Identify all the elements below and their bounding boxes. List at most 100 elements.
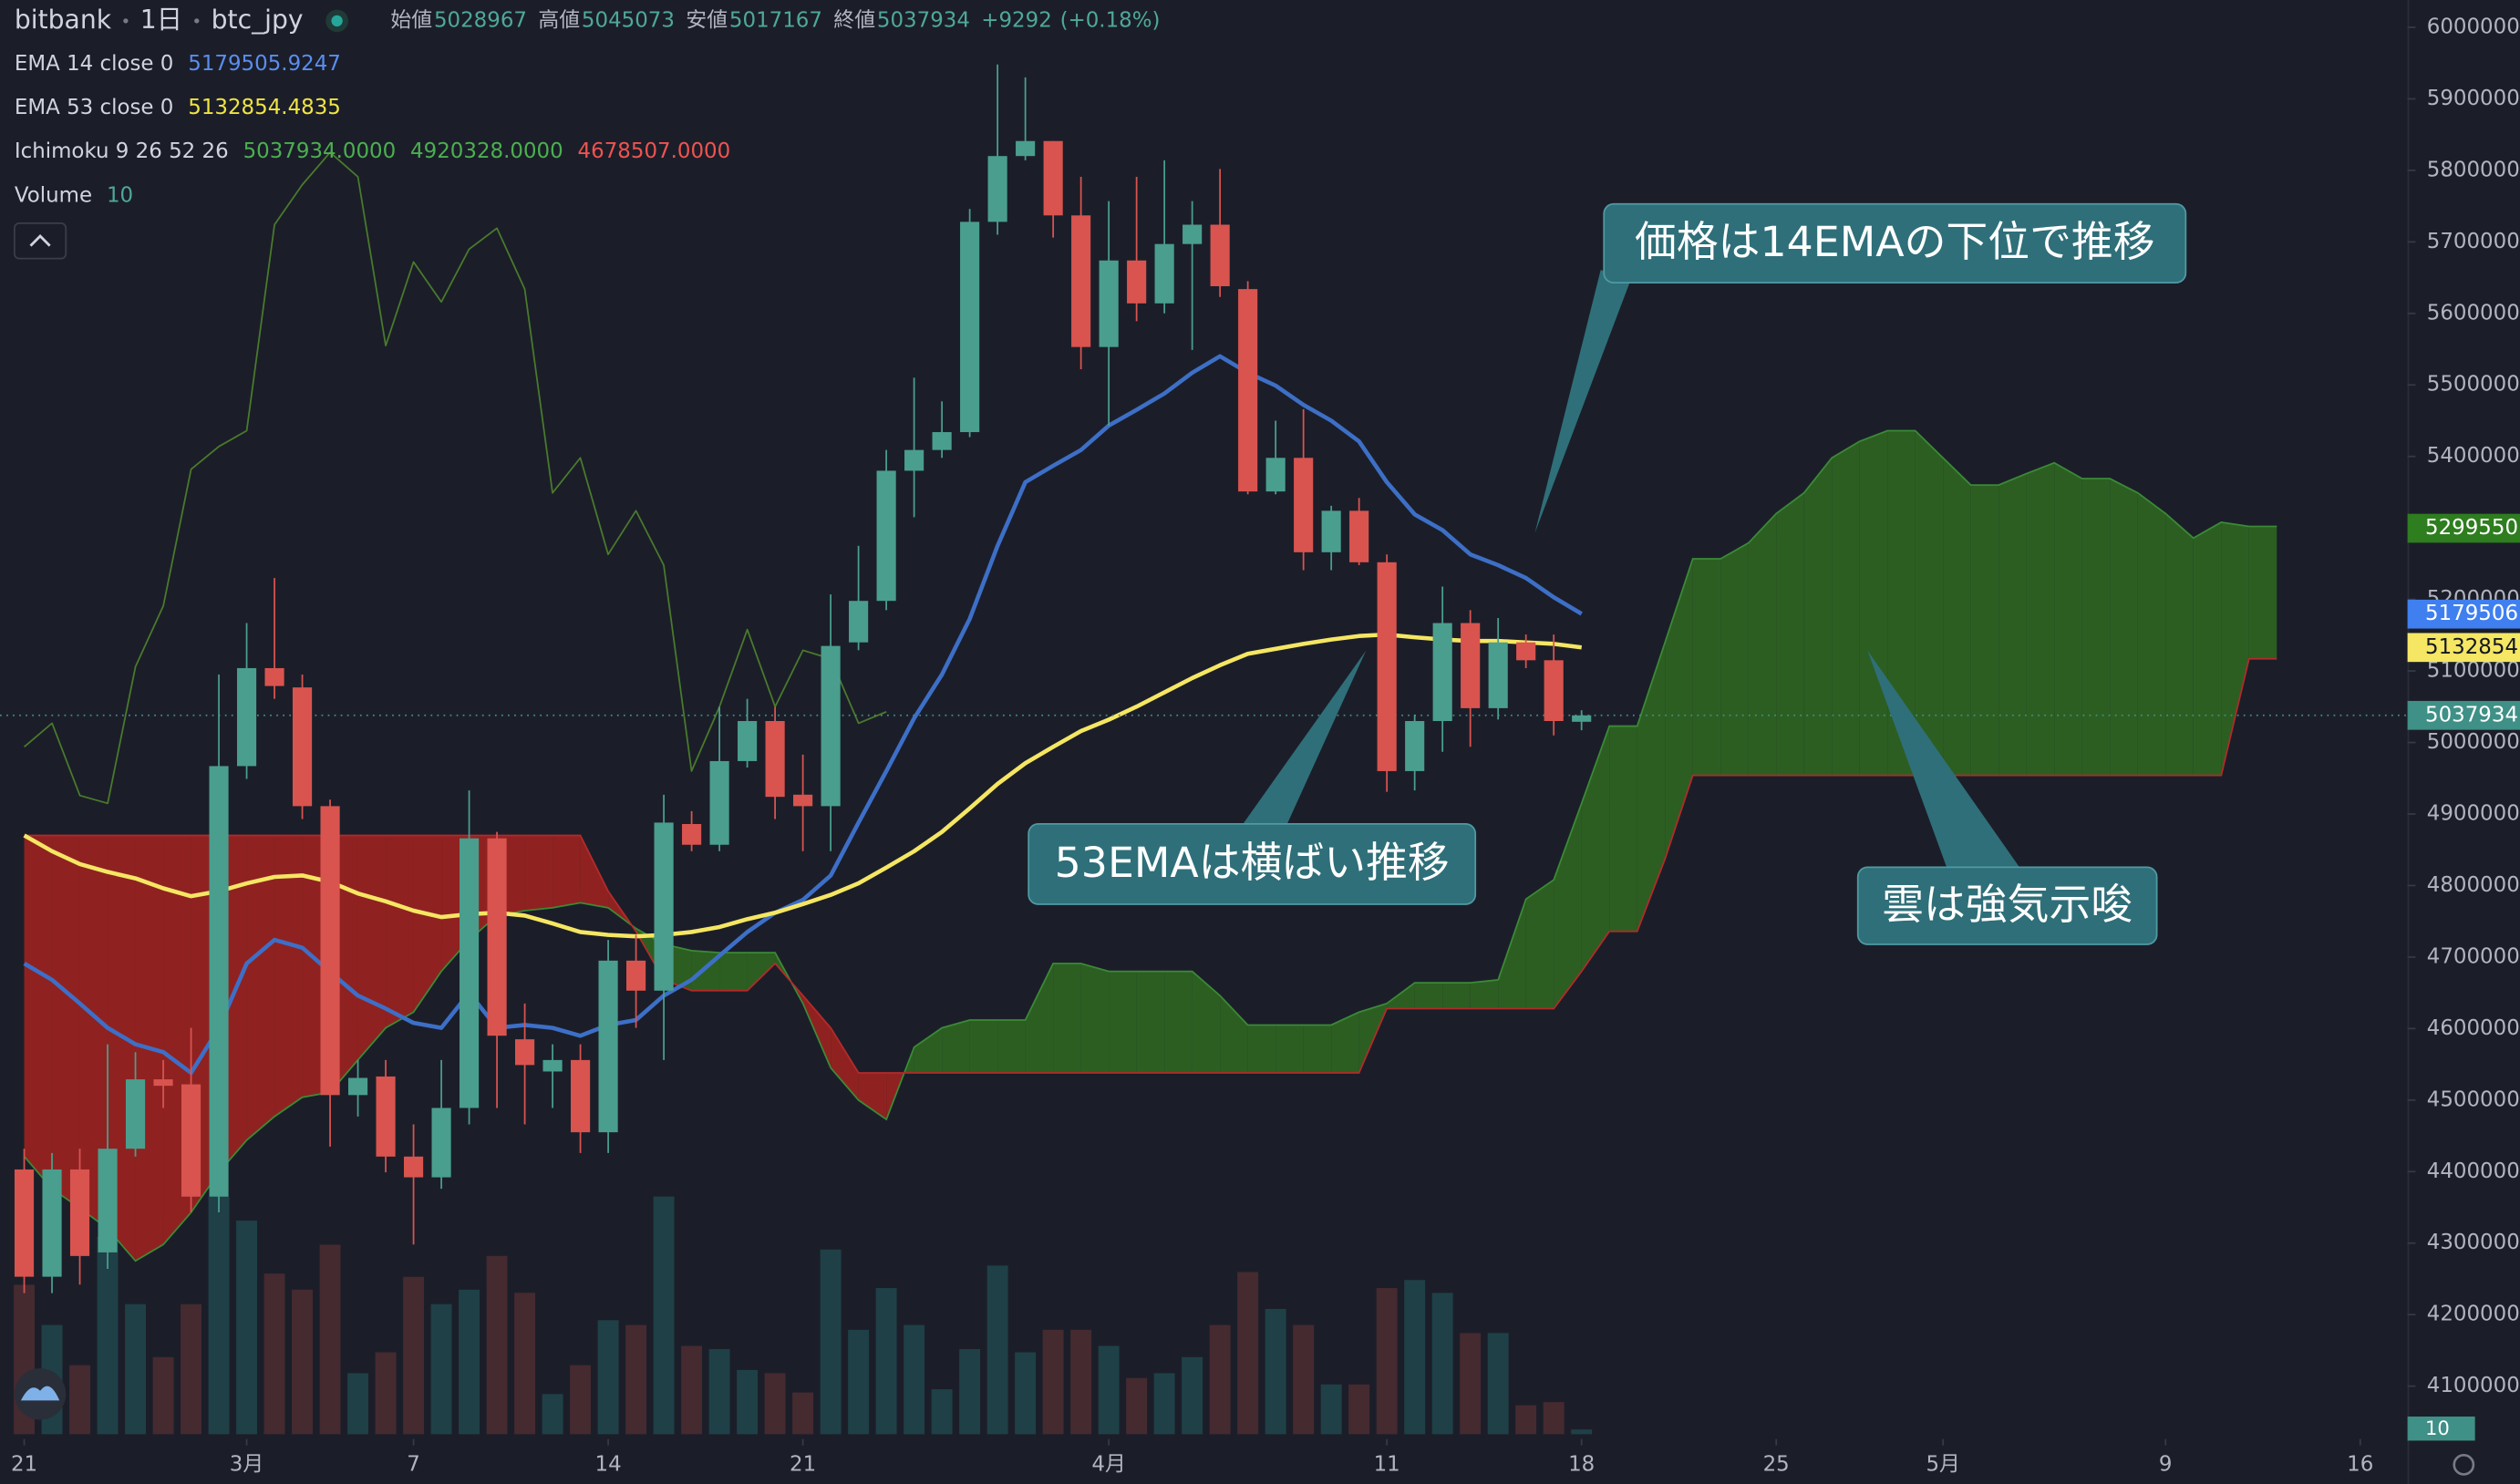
cloud-segment [1247, 1025, 1276, 1074]
header-layer: bitbank 1日 btc_jpy 始値 5028967 高値 5045073 安値 5017… [15, 5, 1161, 207]
cloud-segment [1609, 726, 1637, 932]
candle-body [347, 1077, 368, 1096]
candle-layer [14, 64, 1592, 1293]
cloud-segment [886, 1073, 904, 1120]
collapse-button[interactable] [13, 222, 67, 260]
volume-bar [1153, 1373, 1175, 1435]
volume-bar [430, 1304, 452, 1435]
cloud-segment [1665, 558, 1693, 860]
cloud-segment [1025, 963, 1054, 1074]
candle-body [849, 601, 869, 643]
cloud-segment [1692, 558, 1721, 776]
cloud-segment [1832, 441, 1860, 776]
exchange: bitbank [15, 5, 112, 35]
candle-body [487, 838, 507, 1036]
legend-name: EMA 14 close 0 [15, 52, 174, 76]
cloud-segment [1192, 971, 1221, 1074]
legend-readout: 10 [107, 183, 133, 207]
candle-body [793, 794, 813, 807]
y-tick-label: 5400000 [2427, 444, 2520, 468]
volume-bar [681, 1345, 703, 1435]
ohlc-value: 5028967 [434, 8, 527, 32]
candle-body [125, 1079, 146, 1149]
cloud-segment [2193, 521, 2222, 776]
volume-badge-label: 10 [2425, 1417, 2450, 1439]
y-tick-label: 4600000 [2427, 1016, 2520, 1040]
volume-bar [708, 1349, 730, 1435]
legend-readout: 4678507.0000 [578, 139, 731, 163]
cloud-segment [2137, 492, 2166, 776]
y-tick-label: 4800000 [2427, 873, 2520, 897]
volume-bar [959, 1349, 981, 1435]
candle-body [1349, 510, 1369, 562]
cloud-segment [1859, 430, 1888, 776]
legend-name: Ichimoku 9 26 52 26 [15, 139, 229, 163]
y-tick-label: 5900000 [2427, 87, 2520, 110]
volume-bar [1431, 1293, 1453, 1435]
volume-bar [1098, 1345, 1120, 1435]
volume-bar [1126, 1377, 1148, 1435]
cloud-segment [524, 835, 553, 911]
candle-body [1127, 260, 1147, 304]
cloud-segment [580, 835, 609, 908]
x-tick-label: 21 [790, 1452, 816, 1476]
candle-body [1516, 642, 1536, 661]
candle-body [1488, 642, 1508, 708]
volume-bar [1320, 1384, 1342, 1435]
y-tick-label: 5000000 [2427, 730, 2520, 754]
candle-body [515, 1039, 535, 1066]
cloud-segment [24, 835, 53, 1190]
volume-bar [1265, 1308, 1286, 1435]
collapse-icon [29, 234, 51, 247]
cloud-segment [1525, 880, 1554, 1009]
separator-dot [194, 18, 200, 24]
settings-icon[interactable] [2453, 1453, 2475, 1476]
candle-body [987, 156, 1007, 222]
cloud-segment [858, 1073, 887, 1120]
volume-bar [263, 1273, 285, 1435]
candle-body [654, 822, 674, 991]
volume-bar [514, 1293, 536, 1435]
cloud-segment [386, 835, 414, 1028]
candle-body [1321, 510, 1341, 552]
candle-body [1016, 140, 1036, 157]
candle-body [1238, 289, 1258, 492]
volume-bar [1209, 1324, 1231, 1435]
candle-body [682, 823, 702, 845]
y-tick-label: 4900000 [2427, 802, 2520, 826]
candle-body [1461, 623, 1481, 708]
cloud-segment [413, 835, 442, 1013]
x-tick-label: 5月 [1926, 1452, 1959, 1476]
y-tick-label: 5100000 [2427, 659, 2520, 683]
y-tick-label: 5500000 [2427, 373, 2520, 397]
cloud-segment [1915, 430, 1944, 776]
volume-bar [152, 1356, 174, 1435]
volume-bar [1543, 1402, 1565, 1435]
cloud-segment [719, 953, 748, 991]
volume-bar [597, 1320, 619, 1435]
volume-bar [931, 1389, 953, 1435]
symbol: btc_jpy [212, 5, 304, 35]
volume-badge [2407, 1417, 2475, 1441]
candle-body [1071, 215, 1091, 347]
volume-bar [125, 1304, 147, 1435]
ohlc-value: 5017167 [729, 8, 822, 32]
cloud-segment [1053, 963, 1081, 1074]
candle-body [69, 1169, 90, 1256]
price-badge-label: 5179506 [2425, 602, 2518, 625]
cloud-segment [52, 835, 80, 1209]
candle-body [320, 806, 340, 1096]
volume-bar [653, 1196, 675, 1435]
candle-body [738, 721, 758, 761]
y-tick-label: 5600000 [2427, 301, 2520, 325]
volume-bar [904, 1324, 925, 1435]
cloud-segment [1164, 971, 1193, 1074]
cloud-segment [1581, 726, 1610, 972]
cloud-segment [2165, 513, 2194, 776]
volume-bar [820, 1249, 842, 1435]
cloud-segment [2081, 479, 2111, 776]
price-badge-label: 5132854 [2425, 635, 2518, 659]
candle-body [1544, 660, 1564, 722]
